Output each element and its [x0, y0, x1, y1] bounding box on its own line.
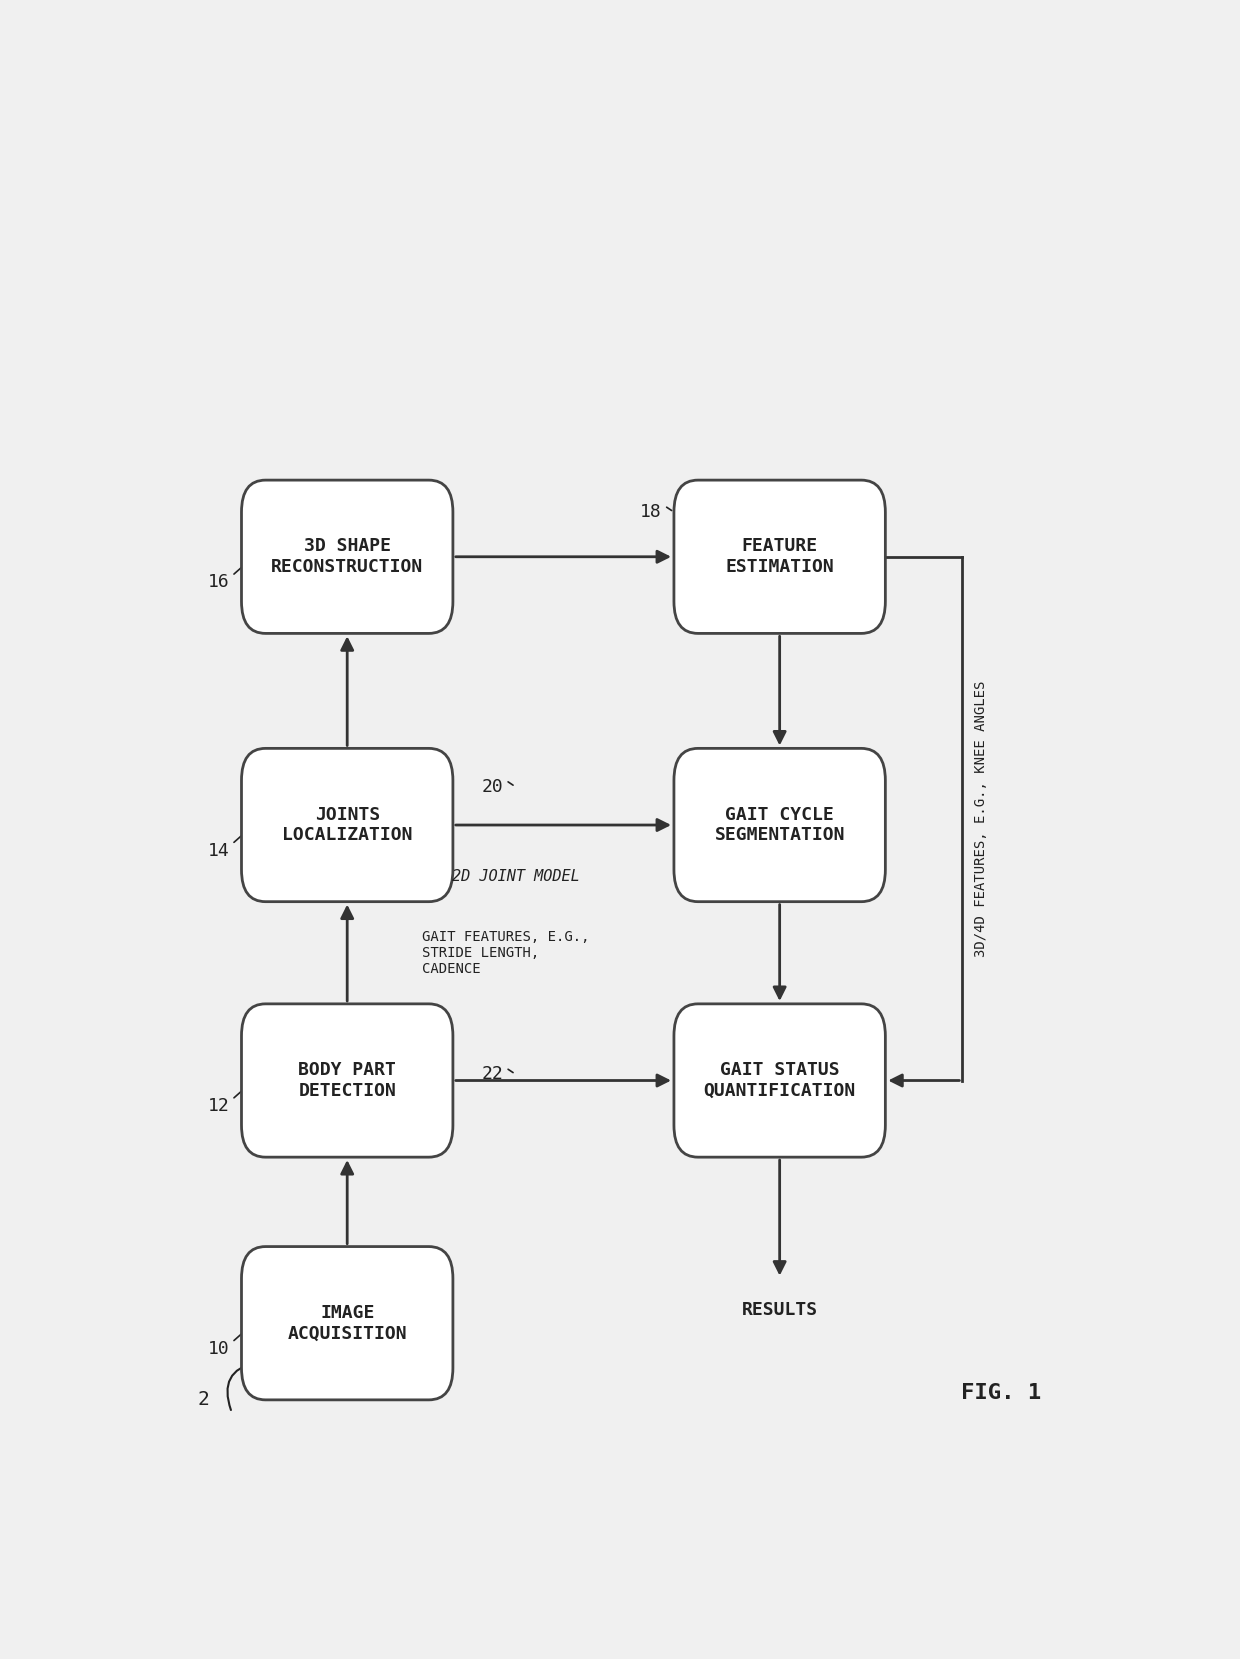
- FancyBboxPatch shape: [675, 748, 885, 902]
- Text: FEATURE
ESTIMATION: FEATURE ESTIMATION: [725, 538, 835, 576]
- Text: 10: 10: [208, 1340, 229, 1357]
- FancyBboxPatch shape: [675, 1004, 885, 1158]
- Text: FIG. 1: FIG. 1: [961, 1384, 1040, 1404]
- Text: RESULTS: RESULTS: [742, 1301, 817, 1319]
- Text: GAIT STATUS
QUANTIFICATION: GAIT STATUS QUANTIFICATION: [703, 1062, 856, 1100]
- Text: 14: 14: [208, 841, 229, 859]
- Text: GAIT CYCLE
SEGMENTATION: GAIT CYCLE SEGMENTATION: [714, 806, 844, 844]
- Text: 2D JOINT MODEL: 2D JOINT MODEL: [451, 869, 579, 884]
- Text: JOINTS
LOCALIZATION: JOINTS LOCALIZATION: [281, 806, 413, 844]
- Text: 16: 16: [208, 574, 229, 591]
- Text: 3D SHAPE
RECONSTRUCTION: 3D SHAPE RECONSTRUCTION: [272, 538, 423, 576]
- Text: 22: 22: [481, 1065, 503, 1083]
- Text: IMAGE
ACQUISITION: IMAGE ACQUISITION: [288, 1304, 407, 1342]
- FancyBboxPatch shape: [242, 748, 453, 902]
- Text: 2: 2: [197, 1390, 208, 1410]
- Text: GAIT FEATURES, E.G.,
STRIDE LENGTH,
CADENCE: GAIT FEATURES, E.G., STRIDE LENGTH, CADE…: [422, 929, 589, 975]
- FancyBboxPatch shape: [675, 479, 885, 634]
- Text: 3D/4D FEATURES, E.G., KNEE ANGLES: 3D/4D FEATURES, E.G., KNEE ANGLES: [975, 680, 988, 957]
- Text: BODY PART
DETECTION: BODY PART DETECTION: [299, 1062, 396, 1100]
- Text: 18: 18: [640, 503, 662, 521]
- FancyBboxPatch shape: [242, 1004, 453, 1158]
- Text: 12: 12: [208, 1097, 229, 1115]
- Text: 20: 20: [481, 778, 503, 796]
- FancyBboxPatch shape: [242, 1246, 453, 1400]
- FancyBboxPatch shape: [242, 479, 453, 634]
